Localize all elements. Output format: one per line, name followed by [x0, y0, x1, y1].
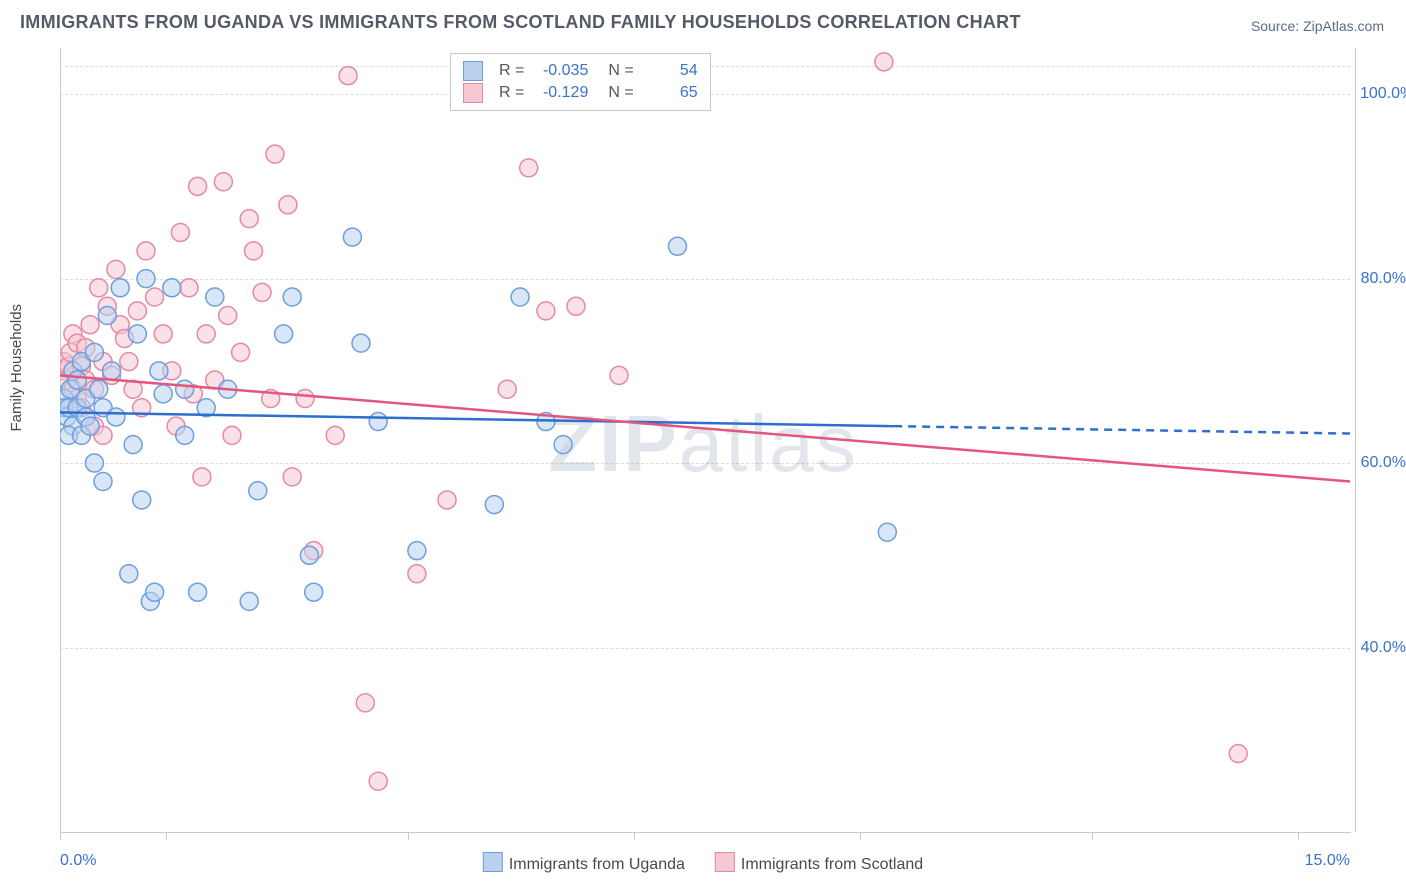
y-axis-label: Family Households	[8, 304, 25, 432]
n-label: N =	[608, 84, 633, 102]
legend-label: Immigrants from Scotland	[741, 856, 923, 873]
x-tick	[634, 832, 635, 840]
y-tick-label: 100.0%	[1360, 85, 1406, 103]
legend-item: Immigrants from Scotland	[715, 852, 923, 874]
x-tick	[860, 832, 861, 840]
chart-title: IMMIGRANTS FROM UGANDA VS IMMIGRANTS FRO…	[20, 12, 1021, 33]
x-tick	[60, 832, 61, 840]
n-value: 65	[644, 84, 698, 102]
r-label: R =	[499, 84, 524, 102]
series-legend: Immigrants from Uganda Immigrants from Sc…	[483, 852, 923, 874]
correlation-row: R = -0.035 N = 54	[463, 61, 698, 81]
x-max-label: 15.0%	[1305, 852, 1350, 870]
r-value: -0.129	[534, 84, 588, 102]
n-value: 54	[644, 62, 698, 80]
legend-swatch	[463, 83, 483, 103]
legend-swatch	[483, 852, 503, 872]
gridline	[60, 463, 1350, 464]
legend-swatch	[715, 852, 735, 872]
legend-swatch	[463, 61, 483, 81]
x-tick	[1092, 832, 1093, 840]
legend-label: Immigrants from Uganda	[509, 856, 685, 873]
chart-container: IMMIGRANTS FROM UGANDA VS IMMIGRANTS FRO…	[0, 0, 1406, 892]
right-axis-line	[1355, 48, 1356, 832]
correlation-legend: R = -0.035 N = 54 R = -0.129 N = 65	[450, 53, 711, 111]
plot-area	[60, 48, 1351, 833]
x-min-label: 0.0%	[60, 852, 96, 870]
correlation-row: R = -0.129 N = 65	[463, 83, 698, 103]
x-tick	[166, 832, 167, 840]
n-label: N =	[608, 62, 633, 80]
x-tick	[1298, 832, 1299, 840]
r-value: -0.035	[534, 62, 588, 80]
x-tick	[408, 832, 409, 840]
y-tick-label: 60.0%	[1360, 454, 1406, 472]
y-tick-label: 40.0%	[1360, 639, 1406, 657]
r-label: R =	[499, 62, 524, 80]
gridline	[60, 648, 1350, 649]
y-tick-label: 80.0%	[1360, 270, 1406, 288]
legend-item: Immigrants from Uganda	[483, 852, 685, 874]
source-label: Source: ZipAtlas.com	[1251, 18, 1384, 34]
gridline	[60, 279, 1350, 280]
